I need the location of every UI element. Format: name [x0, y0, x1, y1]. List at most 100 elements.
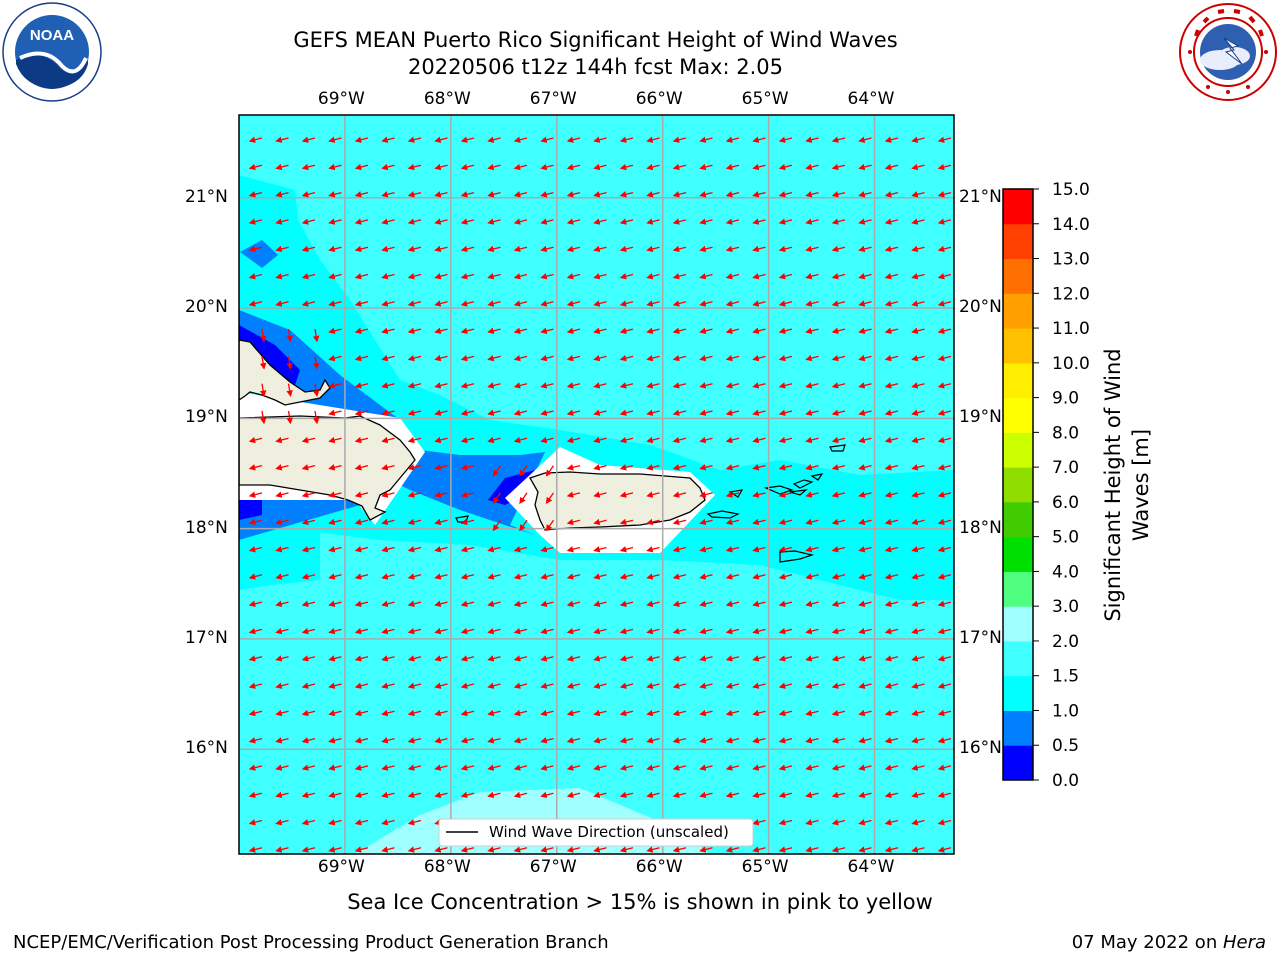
wave-direction-arrow [513, 163, 528, 171]
wave-direction-arrow [407, 764, 422, 771]
wave-direction-arrow [460, 546, 475, 553]
wave-direction-arrow [519, 492, 528, 504]
wave-direction-arrow [858, 737, 872, 744]
wave-direction-arrow [248, 709, 263, 717]
wave-direction-arrow [275, 518, 289, 526]
wave-direction-arrow [646, 627, 660, 635]
wave-direction-arrow [354, 218, 369, 225]
wave-direction-arrow [725, 627, 740, 635]
wave-direction-arrow [248, 491, 263, 498]
wave-direction-arrow [911, 491, 925, 498]
wave-direction-arrow [434, 709, 448, 717]
wave-direction-arrow [540, 846, 554, 853]
wave-direction-arrow [487, 546, 501, 553]
wave-zone-light-se [239, 525, 320, 590]
wave-direction-arrow [858, 819, 872, 826]
wave-direction-arrow [778, 819, 793, 826]
wave-direction-arrow [434, 136, 448, 143]
wave-direction-arrow [911, 709, 925, 717]
wave-direction-arrow [540, 136, 554, 143]
wave-direction-arrow [275, 273, 289, 280]
wave-direction-arrow [354, 191, 369, 198]
wave-direction-arrow [566, 737, 581, 744]
wave-direction-arrow [354, 136, 369, 143]
wave-direction-arrow [354, 682, 369, 689]
wave-direction-arrow [328, 436, 342, 444]
wave-direction-arrow [619, 791, 634, 799]
wave-direction-arrow [248, 136, 263, 143]
wave-direction-arrow [805, 382, 819, 389]
wave-direction-arrow [301, 546, 316, 553]
lat-label: 20°N [959, 297, 1002, 318]
wave-direction-arrow [275, 218, 289, 225]
wave-direction-arrow [301, 191, 316, 198]
wave-direction-arrow [513, 600, 528, 607]
graticule [239, 115, 954, 854]
colorbar-tick-label: 8.0 [1052, 423, 1079, 443]
wave-direction-arrow [884, 846, 899, 853]
colorbar-segment [1003, 710, 1033, 746]
colorbar-title: Significant Height of Wind Waves [m] [1101, 348, 1153, 622]
sea-ice-note: Sea Ice Concentration > 15% is shown in … [347, 890, 933, 914]
wave-direction-arrow [593, 464, 607, 471]
wave-direction-arrow [858, 273, 872, 280]
wave-direction-arrow [911, 846, 925, 853]
lon-label: 66°W [635, 857, 683, 877]
wave-direction-arrow [593, 600, 607, 607]
wave-direction-arrow [646, 655, 660, 662]
wave-direction-arrow [248, 518, 263, 526]
wave-direction-arrow [752, 354, 766, 362]
colorbar-segment [1003, 223, 1033, 260]
wave-direction-arrow [513, 409, 528, 416]
map-area [239, 115, 954, 854]
wave-direction-arrow [259, 356, 267, 370]
wave-direction-arrow [699, 655, 713, 662]
wave-direction-arrow [513, 627, 528, 635]
wave-direction-arrow [593, 136, 607, 143]
wave-direction-arrow [328, 300, 342, 307]
wave-direction-arrow [831, 354, 846, 362]
colorbar-tick-label: 7.0 [1052, 458, 1079, 478]
wave-direction-arrow [805, 791, 819, 799]
wave-direction-arrow [354, 791, 369, 799]
wave-direction-arrow [752, 273, 766, 280]
wave-direction-arrow [858, 163, 872, 171]
wave-direction-arrow [937, 191, 952, 198]
wave-direction-arrow [831, 846, 846, 853]
wave-direction-arrow [805, 518, 819, 526]
wave-direction-arrow [407, 600, 422, 607]
wave-direction-arrow [699, 546, 713, 553]
wave-direction-arrow [752, 682, 766, 689]
colorbar-segment [1003, 432, 1033, 468]
wave-direction-arrow [752, 464, 766, 471]
wave-direction-arrow [805, 737, 819, 744]
wave-direction-arrow [354, 546, 369, 553]
wave-direction-arrow [672, 737, 687, 744]
wave-direction-arrow [275, 546, 289, 553]
wave-direction-arrow [381, 819, 395, 826]
wave-direction-arrow [487, 573, 501, 580]
wave-direction-arrow [593, 436, 607, 444]
wave-direction-arrow [911, 354, 925, 362]
wave-direction-arrow [725, 518, 740, 526]
wave-direction-arrow [407, 136, 422, 143]
wave-direction-arrow [937, 382, 952, 389]
wave-direction-arrow [460, 191, 475, 198]
wave-direction-arrow [381, 218, 395, 225]
wave-direction-arrow [354, 600, 369, 607]
wave-direction-arrow [275, 136, 289, 143]
wave-direction-arrow [540, 764, 554, 771]
wave-direction-arrow [831, 682, 846, 689]
footer-host: Hera [1222, 932, 1266, 953]
wave-direction-arrow [460, 300, 475, 307]
wave-direction-arrow [275, 682, 289, 689]
lat-label: 19°N [185, 407, 228, 428]
wave-direction-arrow [259, 328, 267, 343]
wave-direction-arrow [725, 218, 740, 225]
wave-direction-arrow [805, 136, 819, 143]
wave-direction-arrow [460, 354, 475, 362]
wave-direction-arrow [699, 354, 713, 362]
wave-direction-arrow [699, 464, 713, 471]
wave-direction-arrow [460, 245, 475, 253]
wave-direction-arrow [752, 791, 766, 799]
